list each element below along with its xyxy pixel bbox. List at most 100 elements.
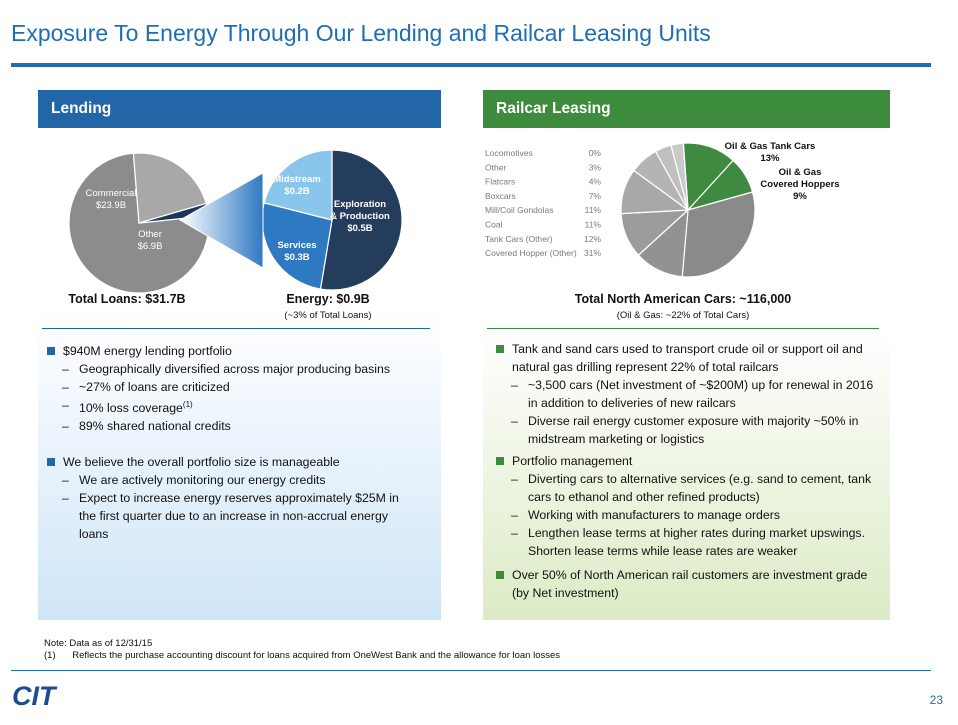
other-label: Other (138, 229, 162, 240)
sub-bullet-text: ~27% of loans are criticized (79, 380, 230, 394)
tank-callout-label: Oil & Gas Tank Cars (725, 141, 816, 152)
cit-logo: CIT (12, 681, 58, 709)
energy-subcaption: (~3% of Total Loans) (284, 310, 372, 321)
bullet-square-icon (496, 457, 504, 465)
bullet-text: $940M energy lending portfolio (63, 344, 232, 358)
sub-bullet-text: Diverse rail energy customer exposure wi… (528, 414, 859, 446)
midstream-value: $0.2B (284, 186, 309, 197)
sub-bullet-item: – We are actively monitoring our energy c… (62, 473, 326, 488)
logo-text: CIT (12, 681, 58, 709)
sub-bullet-item: – Diverting cars to alternative services … (511, 472, 872, 504)
sub-bullet-text: Expect to increase energy reserves appro… (79, 491, 399, 542)
lending-energy-pie (261, 149, 403, 291)
legend-label: Tank Cars (Other) (485, 234, 553, 244)
bottom-rule (11, 670, 931, 671)
legend-value: 7% (589, 191, 602, 201)
commercial-value: $23.9B (96, 200, 126, 211)
footnote-marker: (1) (182, 400, 193, 409)
sub-bullet-text: 10% loss coverage (79, 401, 183, 416)
legend-value: 12% (584, 234, 601, 244)
railcar-panel: Railcar Leasing Locomotives 0% Other 3% Flat… (483, 90, 890, 620)
sub-bullet-text: 89% shared national credits (79, 419, 231, 434)
bullet-square-icon (47, 458, 55, 467)
sub-bullet-text: Diverting cars to alternative services (… (528, 472, 872, 504)
lending-panel: Lending Commercial $23.9B Other $6.9B Mi… (38, 90, 441, 620)
page-number: 23 (929, 693, 943, 707)
railcar-bullets: Tank and sand cars used to transport cru… (496, 340, 876, 602)
legend-label: Flatcars (485, 177, 515, 187)
footnote-text: Reflects the purchase accounting discoun… (72, 650, 561, 661)
services-label: Services (277, 240, 316, 251)
total-loans-caption: Total Loans: $31.7B (68, 292, 186, 306)
page-title: Exposure To Energy Through Our Lending a… (11, 20, 711, 46)
hopper-callout-label-1: Oil & Gas (779, 167, 822, 178)
sub-bullet-item: – Geographically diversified across major… (62, 362, 390, 376)
services-value: $0.3B (284, 252, 309, 263)
railcar-header: Railcar Leasing (483, 90, 890, 128)
sub-bullet-item: – Lengthen lease terms at higher rates du… (511, 526, 865, 558)
pie-slice-covered-hopper-other- (681, 191, 756, 278)
title-rule (11, 63, 931, 67)
hopper-callout-label-2: Covered Hoppers (760, 179, 839, 190)
footnote-line: (1) Reflects the purchase accounting dis… (44, 650, 560, 661)
legend-value: 31% (584, 248, 601, 258)
bullet-text: We believe the overall portfolio size is… (63, 455, 340, 470)
legend-value: 4% (589, 177, 602, 187)
hopper-callout-value: 9% (793, 191, 807, 202)
pie-slice-exploration-production (319, 149, 403, 291)
sub-bullet-text: ~3,500 cars (Net investment of ~$200M) u… (528, 378, 874, 410)
lending-header: Lending (38, 90, 441, 128)
legend-value: 0% (589, 148, 602, 158)
railcar-pie (620, 142, 756, 278)
total-cars-subcaption: (Oil & Gas: ~22% of Total Cars) (616, 310, 750, 321)
railcar-legend: Locomotives 0% Other 3% Flatcars 4% Boxcars 7% M… (485, 148, 601, 258)
legend-value: 11% (585, 220, 602, 230)
bullet-item: Tank and sand cars used to transport cru… (496, 340, 876, 376)
bullet-square-icon (496, 345, 504, 353)
legend-label: Covered Hopper (Other) (485, 248, 577, 258)
sub-bullet-item: – Working with manufacturers to manage or… (511, 508, 780, 522)
data-note: Note: Data as of 12/31/15 (44, 638, 153, 649)
energy-expansion-funnel (178, 172, 264, 269)
legend-value: 11% (585, 205, 602, 215)
railcar-divider (487, 328, 879, 329)
lending-charts: Commercial $23.9B Other $6.9B Midstream … (68, 149, 403, 294)
pie-slice-other (670, 142, 689, 211)
total-cars-caption: Total North American Cars: ~116,000 (574, 292, 792, 306)
bullet-item: Portfolio management (496, 452, 876, 470)
other-value: $6.9B (138, 241, 163, 252)
legend-value: 3% (589, 162, 602, 172)
sub-bullet-item: –10% loss coverage(1) (62, 398, 193, 416)
bullet-text: Portfolio management (512, 454, 633, 468)
legend-label: Coal (485, 220, 503, 230)
energy-caption: Energy: $0.9B (286, 292, 370, 306)
legend-label: Boxcars (485, 191, 516, 201)
footnote-number: (1) (44, 650, 56, 661)
pie-slice-midstream (263, 149, 333, 221)
exploration-label-2: & Production (330, 211, 390, 222)
legend-label: Mill/Coil Gondolas (485, 205, 554, 215)
lending-divider (42, 328, 430, 329)
tank-callout-value: 13% (760, 153, 780, 164)
sub-bullet-text: Geographically diversified across major … (79, 362, 390, 376)
sub-bullet-text: Lengthen lease terms at higher rates dur… (528, 526, 865, 558)
bullet-item: We believe the overall portfolio size is… (47, 453, 417, 471)
sub-bullet-item: –89% shared national credits (62, 419, 231, 434)
bullet-item: Over 50% of North American rail customer… (496, 566, 876, 602)
bullet-text: Tank and sand cars used to transport cru… (512, 342, 863, 374)
legend-label: Other (485, 162, 506, 172)
exploration-value: $0.5B (347, 223, 372, 234)
legend-label: Locomotives (485, 148, 533, 158)
pie-slice-other (132, 152, 207, 224)
lending-bullets: $940M energy lending portfolio – Geograph… (47, 342, 417, 543)
sub-bullet-item: – Expect to increase energy reserves appr… (62, 491, 399, 542)
bullet-item: $940M energy lending portfolio (47, 342, 417, 360)
sub-bullet-item: – ~3,500 cars (Net investment of ~$200M) … (511, 378, 874, 410)
sub-bullet-text: Working with manufacturers to manage ord… (528, 508, 780, 522)
midstream-label: Midstream (273, 174, 321, 185)
bullet-text: Over 50% of North American rail customer… (512, 568, 868, 600)
exploration-label-1: Exploration (334, 199, 386, 210)
bullet-square-icon (47, 347, 55, 355)
sub-bullet-item: – ~27% of loans are criticized (62, 380, 230, 394)
sub-bullet-text: We are actively monitoring our energy cr… (79, 473, 326, 488)
